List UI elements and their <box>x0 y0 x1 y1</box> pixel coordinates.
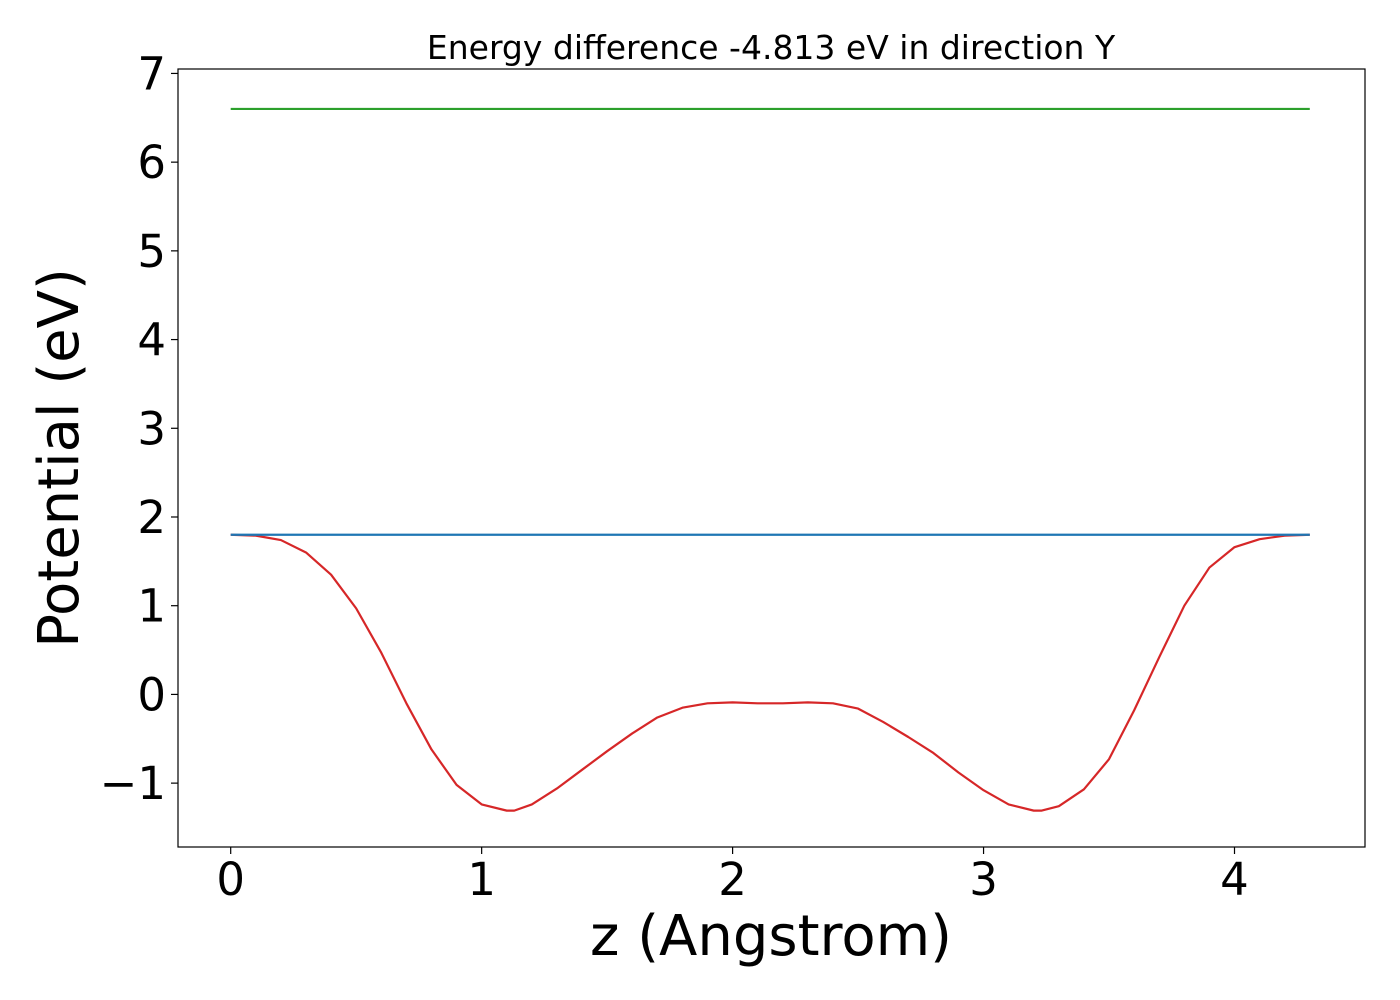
x-tick-label: 2 <box>718 853 747 906</box>
x-tick-label: 4 <box>1220 853 1249 906</box>
x-tick-label: 0 <box>216 853 245 906</box>
plot-area-frame <box>177 68 1366 848</box>
x-tick-label: 1 <box>467 853 496 906</box>
y-tick-label: 4 <box>137 314 166 367</box>
y-tick-label: 3 <box>137 402 166 455</box>
y-axis: −1 0 1 2 3 4 5 6 7 <box>100 47 178 810</box>
y-tick-label: 0 <box>137 668 166 721</box>
x-axis-label: z (Angstrom) <box>590 904 952 969</box>
y-tick-label: −1 <box>100 757 166 810</box>
x-axis: 0 1 2 3 4 <box>216 847 1249 906</box>
chart-title: Energy difference -4.813 eV in direction… <box>427 28 1116 67</box>
series-layer <box>230 107 1310 812</box>
y-tick-label: 1 <box>137 580 166 633</box>
y-axis-label: Potential (eV) <box>27 268 92 648</box>
x-tick-label: 3 <box>969 853 998 906</box>
y-tick-label: 5 <box>137 225 166 278</box>
y-tick-label: 2 <box>137 491 166 544</box>
y-tick-label: 7 <box>137 47 166 100</box>
y-tick-label: 6 <box>137 136 166 189</box>
series-line-1 <box>230 533 1310 812</box>
